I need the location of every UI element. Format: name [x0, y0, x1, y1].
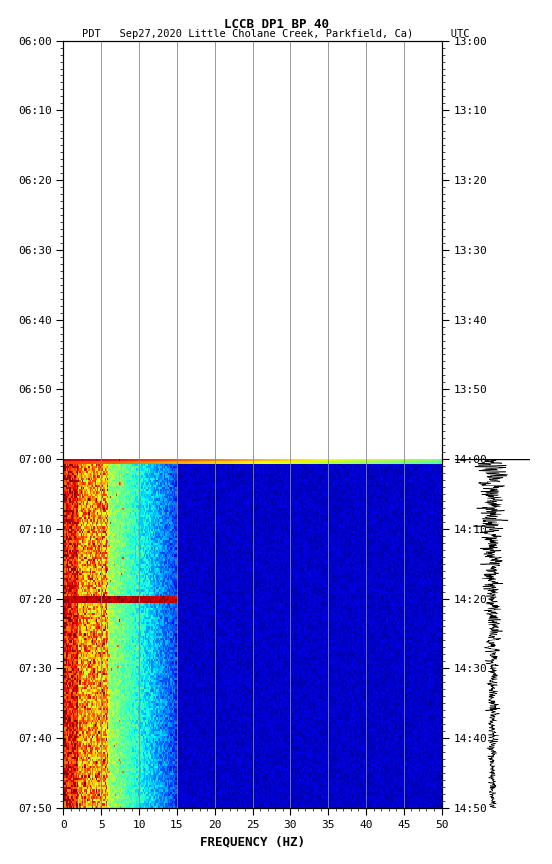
Text: PDT   Sep27,2020 Little Cholane Creek, Parkfield, Ca)      UTC: PDT Sep27,2020 Little Cholane Creek, Par…: [82, 29, 470, 40]
Text: LCCB DP1 BP 40: LCCB DP1 BP 40: [224, 18, 328, 31]
X-axis label: FREQUENCY (HZ): FREQUENCY (HZ): [200, 835, 305, 848]
